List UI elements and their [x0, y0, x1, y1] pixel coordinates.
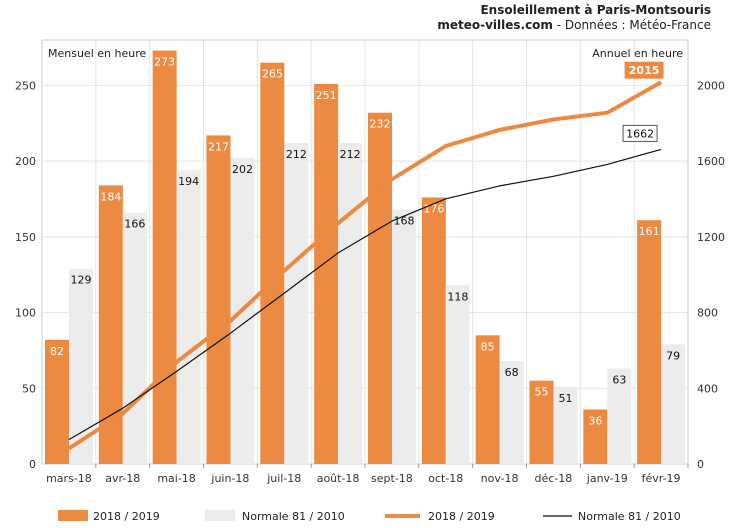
bar-value-label: 194	[178, 175, 199, 188]
y-left-tick-label: 150	[15, 231, 36, 244]
x-tick-label: juin-18	[210, 472, 249, 485]
chart-subtitle-source: meteo-villes.com	[437, 18, 553, 32]
bar-normale	[176, 170, 201, 464]
bar-normale	[338, 142, 363, 464]
legend-swatch-bar-normale	[205, 510, 235, 521]
y-left-tick-label: 0	[29, 458, 36, 471]
bar-value-label: 217	[208, 140, 229, 153]
x-tick-label: févr-19	[642, 472, 681, 485]
bar-2018-2019	[206, 135, 231, 464]
bar-value-label: 63	[612, 374, 626, 387]
bar-2018-2019	[583, 409, 608, 464]
line-cumulative-normale	[68, 148, 662, 441]
legend: 2018 / 2019 Normale 81 / 2010 2018 / 2019 N…	[58, 510, 681, 523]
y-left-tick-label: 200	[15, 155, 36, 168]
bar-value-label: 161	[639, 225, 660, 238]
bar-normale	[122, 212, 147, 464]
bar-value-label: 36	[588, 414, 602, 427]
bar-value-label: 118	[447, 290, 468, 303]
bar-2018-2019	[475, 335, 500, 464]
bar-value-label: 82	[50, 345, 64, 358]
bar-value-label: 55	[535, 386, 549, 399]
chart-subtitle-credit: - Données : Météo-France	[553, 18, 711, 32]
legend-label-bar-normale: Normale 81 / 2010	[242, 510, 345, 523]
bar-value-label: 176	[423, 202, 444, 215]
bar-2018-2019	[45, 339, 69, 464]
x-tick-label: mars-18	[46, 472, 92, 485]
y-right-tick-label: 800	[697, 307, 718, 320]
bar-value-label: 85	[481, 340, 495, 353]
bar-value-label: 212	[340, 148, 361, 161]
legend-label-line-2018-2019: 2018 / 2019	[428, 510, 495, 523]
x-tick-label: mai-18	[157, 472, 195, 485]
bar-value-label: 184	[100, 190, 121, 203]
bar-2018-2019	[152, 50, 177, 464]
x-tick-label: nov-18	[481, 472, 519, 485]
end-label-normale: 1662	[626, 127, 654, 140]
end-label-box-2018-2019	[624, 61, 664, 79]
chart-subtitle: meteo-villes.com - Données : Météo-Franc…	[437, 18, 711, 32]
bar-normale	[392, 209, 416, 464]
bar-value-label: 232	[370, 118, 391, 131]
bar-value-label: 129	[71, 274, 92, 287]
bar-2018-2019	[529, 380, 554, 464]
y-right-tick-label: 0	[697, 458, 704, 471]
y-left-tick-label: 100	[15, 307, 36, 320]
legend-label-line-normale: Normale 81 / 2010	[578, 510, 681, 523]
y-left-axis-label: Mensuel en heure	[48, 47, 146, 60]
chart-title: Ensoleillement à Paris-Montsouris	[480, 3, 711, 17]
bar-value-label: 265	[262, 68, 283, 81]
bar-normale	[445, 285, 470, 464]
bar-2018-2019	[368, 112, 392, 464]
line-cumulative-2018-2019	[67, 80, 663, 451]
bar-2018-2019	[314, 83, 339, 465]
y-right-tick-label: 1600	[697, 155, 725, 168]
bar-normale	[284, 142, 309, 464]
x-tick-label: juil-18	[266, 472, 301, 485]
y-left-tick-label: 250	[15, 79, 36, 92]
bar-normale	[499, 361, 524, 464]
y-right-tick-label: 2000	[697, 79, 725, 92]
bar-value-label: 51	[559, 392, 573, 405]
x-tick-label: avr-18	[105, 472, 140, 485]
bar-2018-2019	[637, 220, 662, 464]
bar-normale	[607, 368, 632, 464]
bar-value-label: 212	[286, 148, 307, 161]
bar-value-label: 68	[505, 366, 519, 379]
end-label-box-normale	[622, 124, 658, 142]
legend-swatch-bar-2018-2019	[58, 510, 88, 521]
x-tick-label: oct-18	[428, 472, 463, 485]
y-right-tick-label: 1200	[697, 231, 725, 244]
x-tick-label: déc-18	[535, 472, 573, 485]
bar-2018-2019	[421, 197, 446, 464]
y-left-tick-label: 50	[22, 382, 36, 395]
bar-2018-2019	[260, 62, 285, 464]
y-right-tick-label: 400	[697, 382, 718, 395]
bar-value-label: 273	[154, 56, 175, 69]
bar-value-label: 251	[316, 89, 337, 102]
bar-value-label: 166	[124, 218, 145, 231]
bar-value-label: 202	[232, 163, 253, 176]
end-label-2018-2019: 2015	[629, 64, 660, 77]
x-tick-label: sept-18	[371, 472, 413, 485]
x-tick-label: août-18	[317, 472, 360, 485]
legend-label-bar-2018-2019: 2018 / 2019	[93, 510, 160, 523]
x-tick-label: janv-19	[586, 472, 628, 485]
bar-normale	[661, 344, 686, 464]
bar-normale	[553, 386, 578, 464]
y-right-axis-label: Annuel en heure	[592, 47, 683, 60]
bar-value-label: 79	[666, 349, 680, 362]
bar-normale	[69, 268, 93, 464]
